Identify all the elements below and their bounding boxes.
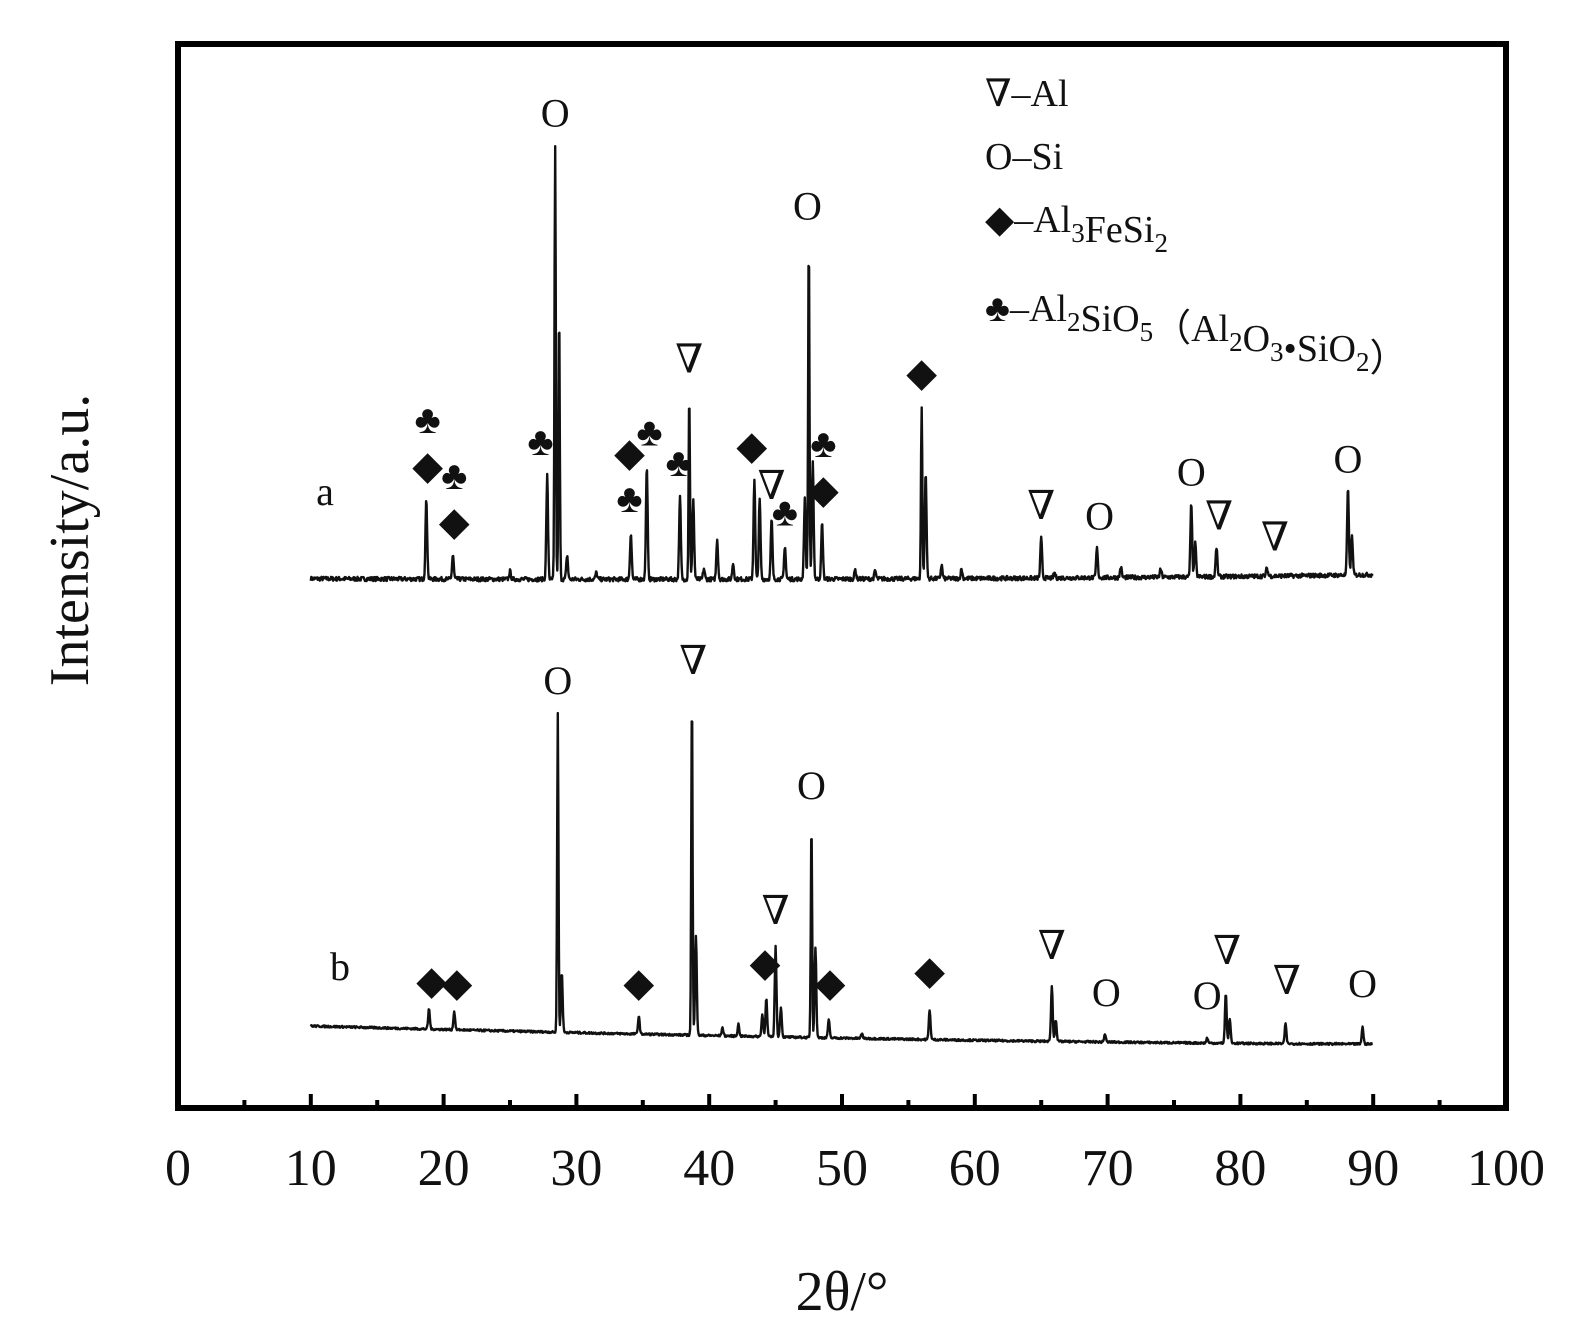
legend-label-part: O: [1243, 318, 1270, 360]
peak-marker-circle: O: [1334, 436, 1363, 481]
legend-symbol-triangle: ∇: [985, 73, 1012, 115]
x-tick-label: 70: [1082, 1140, 1134, 1197]
peak-marker-diamond: ◆: [815, 960, 846, 1005]
x-tick-label: 40: [683, 1140, 735, 1197]
legend-symbol-circle: O: [985, 136, 1012, 178]
legend-entry-triangle: ∇–Al: [985, 73, 1069, 115]
legend-entry-diamond: ◆–Al3FeSi2: [985, 199, 1168, 258]
legend-label-part: 3: [1270, 337, 1284, 367]
peak-marker-circle: O: [1092, 970, 1121, 1015]
legend-label-part: –Al: [1011, 73, 1069, 115]
peak-marker-circle: O: [1177, 450, 1206, 495]
peak-marker-club: ♣: [636, 410, 662, 455]
peak-marker-circle: O: [1193, 973, 1222, 1018]
x-tick-label: 20: [418, 1140, 470, 1197]
series-label-a: a: [316, 469, 334, 514]
y-axis-title: Intensity/a.u.: [39, 394, 101, 686]
legend-symbol-club: ♣: [985, 288, 1010, 330]
legend-entry-circle: O–Si: [985, 136, 1063, 178]
legend-label-part: –Al: [1013, 199, 1071, 241]
peak-marker-club: ♣: [415, 397, 441, 442]
peak-marker-diamond: ◆: [623, 960, 654, 1005]
peak-marker-triangle: ∇: [675, 337, 703, 382]
peak-marker-circle: O: [793, 184, 822, 229]
peak-marker-club: ♣: [772, 489, 798, 534]
peak-marker-club: ♣: [810, 421, 836, 466]
legend-label-part: –Al: [1009, 288, 1067, 330]
legend-label-part: SiO: [1080, 298, 1139, 340]
series-layer: ab: [309, 145, 1374, 1047]
peak-marker-circle: O: [1348, 961, 1377, 1006]
peak-marker-diamond: ◆: [808, 467, 839, 512]
peak-marker-diamond: ◆: [412, 443, 443, 488]
peak-marker-triangle: ∇: [1261, 515, 1289, 560]
legend-label-part: 2: [1067, 307, 1081, 337]
series-label-b: b: [330, 944, 350, 989]
legend-label-part: 2: [1154, 228, 1168, 258]
peak-marker-club: ♣: [616, 476, 642, 521]
peak-marker-triangle: ∇: [1027, 483, 1055, 528]
peak-marker-circle: O: [543, 658, 572, 703]
x-tick-label: 100: [1467, 1140, 1545, 1197]
peak-marker-triangle: ∇: [762, 888, 790, 933]
x-tick-label: 60: [949, 1140, 1001, 1197]
legend-label-part: –Si: [1011, 136, 1063, 178]
x-tick-label: 30: [550, 1140, 602, 1197]
peak-marker-diamond: ◆: [441, 960, 472, 1005]
legend-label-part: FeSi: [1085, 209, 1155, 251]
legend-label-part: 5: [1140, 317, 1154, 347]
peak-marker-circle: O: [797, 763, 826, 808]
series-line-b: [309, 711, 1374, 1047]
peak-marker-circle: O: [541, 90, 570, 135]
legend-label-part: ）: [1369, 338, 1407, 380]
peak-marker-club: ♣: [441, 453, 467, 498]
peak-marker-triangle: ∇: [1273, 958, 1301, 1003]
legend-label-part: 3: [1071, 218, 1085, 248]
peak-marker-diamond: ◆: [439, 499, 470, 544]
peak-marker-triangle: ∇: [758, 463, 786, 508]
legend-entry-club: ♣–Al2SiO5（Al2O3•SiO2）: [985, 288, 1408, 380]
legend: ∇–AlO–Si◆–Al3FeSi2♣–Al2SiO5（Al2O3•SiO2）: [985, 73, 1408, 380]
legend-label-part: 2: [1356, 347, 1370, 377]
peak-marker-club: ♣: [527, 419, 553, 464]
peak-markers: ♣◆♣◆♣O♣◆♣♣∇◆∇♣O♣◆◆∇ OO∇ ∇O◆◆O◆∇◆∇O◆ ◆∇O O∇∇ O: [412, 90, 1377, 1018]
series-line-a: [309, 145, 1374, 583]
legend-label-part: （Al: [1153, 308, 1229, 350]
x-axis-tick-labels: 0 10 20 30 40 50 60 70 80 90 100: [165, 1140, 1545, 1197]
peak-marker-triangle: ∇: [679, 638, 707, 683]
peak-marker-diamond: ◆: [750, 940, 781, 985]
x-axis-ticks: [176, 1094, 1508, 1108]
peak-marker-diamond: ◆: [614, 430, 645, 475]
peak-marker-triangle: ∇: [1205, 493, 1233, 538]
peak-marker-circle: O: [1085, 493, 1114, 538]
legend-symbol-diamond: ◆: [985, 199, 1015, 241]
x-tick-label: 10: [285, 1140, 337, 1197]
peak-marker-diamond: ◆: [736, 423, 767, 468]
peak-marker-triangle: ∇: [1038, 923, 1066, 968]
x-tick-label: 50: [816, 1140, 868, 1197]
x-axis-title: 2θ/°: [796, 1261, 889, 1323]
peak-marker-club: ♣: [666, 440, 692, 485]
peak-marker-diamond: ◆: [914, 948, 945, 993]
x-tick-label: 90: [1347, 1140, 1399, 1197]
x-tick-label: 0: [165, 1140, 191, 1197]
peak-marker-triangle: ∇: [1213, 928, 1241, 973]
peak-marker-diamond: ◆: [906, 350, 937, 395]
peak-marker-diamond: ◆: [416, 958, 447, 1003]
x-tick-label: 80: [1214, 1140, 1266, 1197]
legend-label-part: •SiO: [1284, 328, 1356, 370]
legend-label-part: 2: [1229, 327, 1243, 357]
